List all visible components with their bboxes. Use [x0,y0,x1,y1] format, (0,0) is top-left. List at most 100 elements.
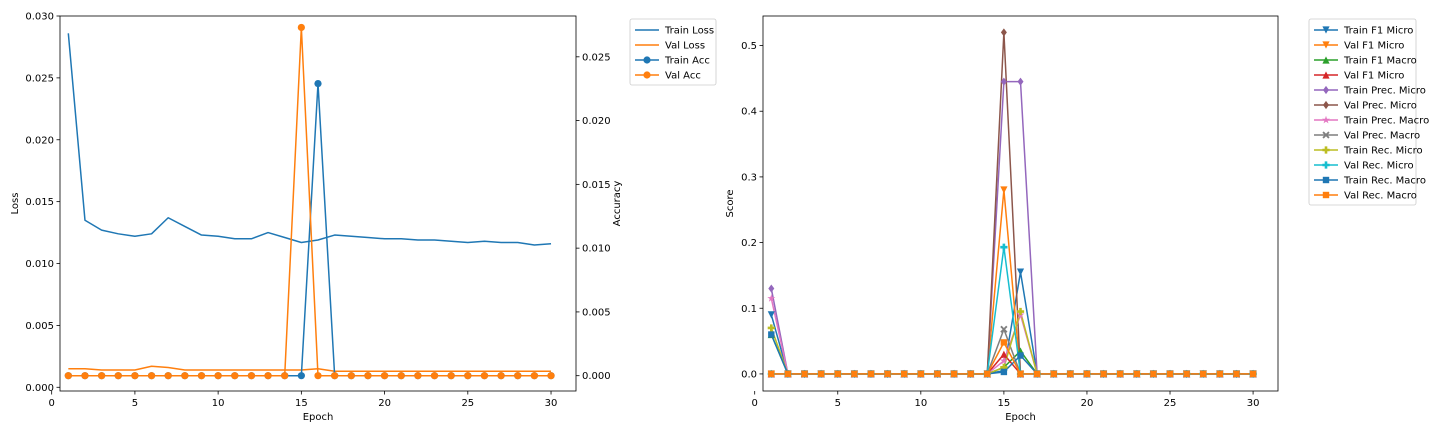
data-point-train-prec-macro [999,356,1008,365]
data-point-val-acc [447,372,455,380]
axes-frame [59,15,577,392]
data-point-val-acc [347,372,355,380]
legend-label-train-prec-micro: Train Prec. Micro [1343,86,1426,97]
legend-label-train-f1-micro: Train F1 Micro [1343,26,1413,37]
data-point-val-f1-micro [1000,350,1008,358]
data-point-val-rec-macro [1000,339,1008,346]
legend-label-train-rec-micro: Train Rec. Micro [1343,146,1423,157]
y-right-axis-label: Accuracy [612,181,623,227]
x-tick-label: 25 [461,398,474,409]
data-point-val-rec-macro [1050,370,1057,378]
data-point-val-f1-micro [1000,186,1008,194]
legend-marker-train-rec-macro [1322,176,1330,184]
data-point-val-acc [281,372,289,380]
y-right-tick-label: 0.005 [582,307,611,318]
legend-marker-val-acc [643,71,651,79]
y-tick-label: 0.000 [25,383,54,394]
data-point-val-acc [214,372,222,380]
data-point-train-rec-macro [768,331,775,338]
series-line-val-loss [68,365,552,372]
series-line-val-rec-macro [771,341,1254,375]
data-point-val-rec-macro [1133,370,1140,378]
data-point-val-rec-macro [1166,370,1174,378]
y-right-tick-label: 0.010 [582,244,611,255]
y-tick-label: 0.010 [25,259,54,270]
legend-marker-val-prec-macro [1322,131,1330,139]
x-tick-label: 10 [914,398,927,409]
series-line-train-acc [68,82,552,377]
data-point-val-acc [247,372,256,380]
data-point-val-acc [514,372,522,380]
score-chart: 0 5 10 15 20 25 30 0.0 0.1 0.2 0.3 0.4 0.5 Epoch Score… [725,15,1429,423]
data-point-val-rec-macro [917,370,925,378]
legend-frame [1308,18,1417,206]
data-point-val-acc [81,372,89,380]
y-tick-label: 0.020 [25,135,54,146]
data-point-val-rec-macro [1200,370,1207,378]
data-point-val-acc [530,372,538,380]
y-axis-label: Loss [10,193,21,215]
data-point-val-rec-macro [1216,370,1224,378]
y-tick-label: 0.2 [741,238,757,249]
data-point-train-rec-macro [1000,368,1008,376]
data-point-val-acc [497,372,505,380]
legend-marker-train-prec-micro [1323,85,1329,95]
y-right-tick-label: 0.000 [582,371,611,382]
legend-label-val-acc: Val Acc [665,71,701,82]
x-tick-label: 0 [752,398,758,409]
x-tick-label: 0 [48,398,54,409]
y-tick-label: 0.5 [741,41,757,52]
data-point-val-rec-macro [1033,370,1041,378]
data-point-train-f1-micro [1016,268,1025,276]
data-point-val-acc [464,372,472,380]
data-point-train-prec-micro [1017,77,1024,86]
data-point-val-acc [264,372,272,380]
data-point-val-rec-macro [801,370,808,378]
legend-marker-val-rec-macro [1322,191,1330,199]
x-tick-label: 15 [295,398,308,409]
data-point-val-rec-macro [1067,370,1074,378]
x-tick-label: 20 [378,398,391,409]
data-point-val-rec-macro [1116,370,1124,378]
data-point-val-acc [414,372,422,380]
legend-label-val-loss: Val Loss [665,41,705,52]
legend-marker-train-rec-micro [1322,146,1330,154]
legend-label-train-loss: Train Loss [664,26,714,37]
data-point-train-prec-micro [768,284,775,293]
x-tick-label: 30 [545,398,558,409]
x-tick-label: 25 [1164,398,1177,409]
data-point-val-rec-macro [967,370,974,378]
data-point-val-acc [181,372,189,380]
x-tick-label: 15 [998,398,1011,409]
y-axis-label: Score [725,189,736,217]
legend-marker-train-f1-micro [1322,26,1330,34]
legend-marker-val-rec-micro [1322,161,1330,169]
data-point-val-rec-macro [768,370,775,378]
legend-label-val-f1-micro: Val F1 Micro [1344,71,1404,82]
series-line-val-acc [68,26,552,377]
data-point-val-acc [331,372,339,380]
y-tick-label: 0.1 [741,304,757,315]
y-tick-label: 0.3 [741,172,757,183]
data-point-train-acc [297,372,305,380]
data-point-val-rec-macro [1083,370,1091,378]
series-line-val-rec-micro [771,246,1254,375]
legend-marker-train-acc [643,56,651,64]
data-point-val-prec-macro [1000,325,1008,333]
x-tick-label: 20 [1081,398,1094,409]
x-tick-label: 30 [1247,398,1260,409]
x-tick-label: 5 [835,398,841,409]
y-tick-label: 0.030 [25,12,54,23]
legend-label-val-prec-micro: Val Prec. Micro [1344,101,1417,112]
data-point-train-prec-macro [767,294,776,302]
legend-label-train-prec-macro: Train Prec. Macro [1343,116,1429,127]
data-point-val-acc [164,372,172,380]
y-tick-label: 0.0 [741,369,757,380]
data-point-train-f1-micro [767,311,775,319]
data-point-val-acc [547,372,555,380]
data-point-val-acc [314,372,322,380]
legend-label-train-acc: Train Acc [664,56,710,67]
loss-accuracy-chart: 0 5 10 15 20 25 30 0.000 0.005 0.010 0.015 0.020 0.0… [10,12,717,423]
data-point-val-acc [98,372,106,380]
